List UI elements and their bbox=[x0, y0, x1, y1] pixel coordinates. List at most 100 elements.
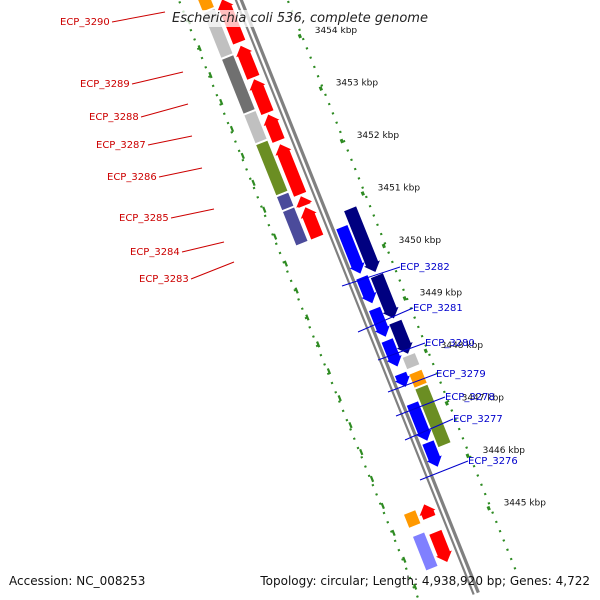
tick-label: 3451 kbp bbox=[378, 184, 421, 194]
gene-arrow bbox=[344, 206, 380, 272]
gene-arrow bbox=[236, 45, 260, 80]
tick-label: 3445 kbp bbox=[504, 498, 547, 508]
ruler-dash bbox=[391, 529, 396, 537]
gene-arrow bbox=[300, 207, 324, 240]
label-leader bbox=[395, 396, 446, 417]
gene-label-left: ECP_3289 bbox=[80, 79, 130, 90]
gene-label-left: ECP_3286 bbox=[107, 172, 157, 183]
gene-arrow bbox=[394, 371, 410, 387]
tick-label: 3453 kbp bbox=[336, 79, 379, 89]
gene-category-box bbox=[256, 140, 288, 196]
tick-mark bbox=[444, 400, 449, 406]
gene-category-box bbox=[413, 532, 438, 571]
title-backdrop bbox=[168, 10, 432, 27]
ruler-dash bbox=[305, 314, 310, 321]
gene-arrow bbox=[370, 273, 399, 319]
label-leader bbox=[404, 418, 454, 441]
ruler-dash bbox=[348, 421, 353, 429]
gene-category-box bbox=[409, 369, 427, 388]
label-leader bbox=[387, 373, 437, 393]
ruler-dash bbox=[369, 475, 375, 483]
tick-label: 3450 kbp bbox=[399, 236, 442, 246]
label-leader bbox=[190, 261, 235, 280]
gene-category-box bbox=[198, 0, 214, 12]
gene-arrow bbox=[369, 306, 390, 337]
gene-label-left: ECP_3288 bbox=[89, 112, 139, 123]
gene-category-box bbox=[415, 384, 451, 448]
gene-category-box bbox=[402, 353, 420, 370]
label-leader bbox=[140, 103, 189, 118]
gene-arrow bbox=[263, 114, 285, 143]
backbone-line bbox=[239, 0, 480, 594]
tick-mark bbox=[465, 453, 470, 459]
label-leader bbox=[158, 167, 203, 178]
gene-label-left: ECP_3284 bbox=[130, 247, 180, 258]
ruler-dash bbox=[316, 341, 321, 348]
gene-arrow bbox=[389, 319, 413, 354]
tick-label: 3446 kbp bbox=[483, 446, 526, 456]
gene-arrow bbox=[381, 338, 402, 367]
backbone-layer bbox=[234, 0, 480, 595]
backbone-line bbox=[234, 0, 475, 595]
gene-label-right: ECP_3281 bbox=[413, 303, 463, 314]
gene-arrow bbox=[275, 144, 307, 197]
label-leader bbox=[377, 342, 426, 361]
tick-label: 3449 kbp bbox=[420, 288, 463, 298]
gene-label-left: ECP_3285 bbox=[119, 213, 169, 224]
ruler-dash bbox=[337, 395, 342, 402]
ruler-dash bbox=[412, 583, 418, 590]
feature-layer bbox=[198, 0, 452, 571]
gene-arrow bbox=[249, 79, 274, 115]
gene-label-left: ECP_3283 bbox=[139, 274, 189, 285]
map-title: Escherichia coli 536, complete genome bbox=[172, 11, 428, 26]
gene-category-box bbox=[244, 111, 267, 144]
ruler-dash bbox=[240, 152, 245, 160]
tick-label: 3447 kbp bbox=[462, 393, 505, 403]
label-leader bbox=[170, 208, 215, 219]
gene-label-right: ECP_3278 bbox=[445, 392, 495, 403]
tick-layer: 3454 kbp 3453 kbp 3452 kbp 3451 kbp 3450 kbp… bbox=[297, 26, 547, 511]
label-leader bbox=[181, 241, 225, 253]
ruler-dash bbox=[283, 260, 288, 267]
gene-label-left: ECP_3290 bbox=[60, 17, 110, 28]
tick-mark bbox=[297, 33, 303, 39]
label-leader bbox=[341, 266, 401, 287]
tick-label: 3448 kbp bbox=[441, 341, 484, 351]
ruler-dash bbox=[380, 502, 385, 510]
ruler-dash bbox=[402, 556, 407, 563]
ruler-dash bbox=[294, 287, 299, 294]
gene-category-box bbox=[404, 510, 421, 528]
ruler-layer bbox=[177, 0, 520, 600]
tick-mark bbox=[360, 191, 365, 196]
ruler-line bbox=[286, 0, 520, 578]
label-leader bbox=[147, 135, 193, 146]
gene-category-box bbox=[283, 207, 308, 246]
gene-category-box bbox=[277, 192, 294, 211]
gene-label-right: ECP_3280 bbox=[425, 338, 475, 349]
gene-arrow bbox=[356, 275, 377, 304]
tick-mark bbox=[339, 138, 344, 144]
ruler-dash bbox=[359, 448, 364, 456]
tick-label: 3454 kbp bbox=[315, 26, 358, 36]
label-leader bbox=[357, 307, 414, 333]
gene-label-layer: ECP_3290 ECP_3289 ECP_3288 ECP_3287 ECP_3286… bbox=[60, 11, 518, 481]
gene-label-right: ECP_3282 bbox=[400, 262, 450, 273]
label-leader bbox=[131, 71, 184, 85]
accession-text: Accession: NC_008253 bbox=[9, 574, 146, 588]
tick-mark bbox=[486, 505, 491, 511]
gene-arrow bbox=[419, 504, 436, 520]
gene-category-box bbox=[222, 55, 255, 114]
tick-mark bbox=[381, 243, 386, 249]
ruler-dash bbox=[262, 206, 267, 213]
gene-arrow bbox=[429, 529, 452, 562]
tick-label: 3452 kbp bbox=[357, 131, 400, 141]
tick-mark bbox=[402, 296, 407, 301]
gene-label-right: ECP_3279 bbox=[436, 369, 486, 380]
summary-text: Topology: circular; Length: 4,938,920 bp… bbox=[260, 574, 590, 588]
tick-mark bbox=[423, 348, 428, 354]
ruler-dash bbox=[272, 233, 278, 240]
label-leader bbox=[111, 11, 166, 23]
ruler-dash bbox=[208, 71, 213, 79]
ruler-dash bbox=[229, 125, 235, 133]
